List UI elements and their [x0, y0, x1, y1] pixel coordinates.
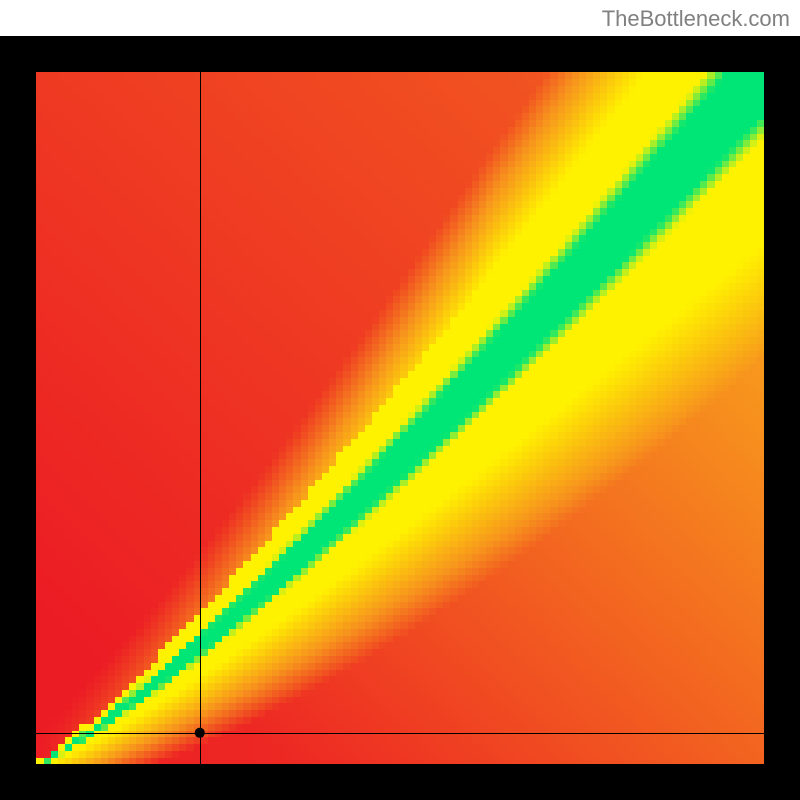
heatmap-canvas: [36, 72, 764, 764]
chart-frame: [0, 36, 800, 800]
watermark-text: TheBottleneck.com: [602, 6, 790, 32]
chart-container: TheBottleneck.com: [0, 0, 800, 800]
